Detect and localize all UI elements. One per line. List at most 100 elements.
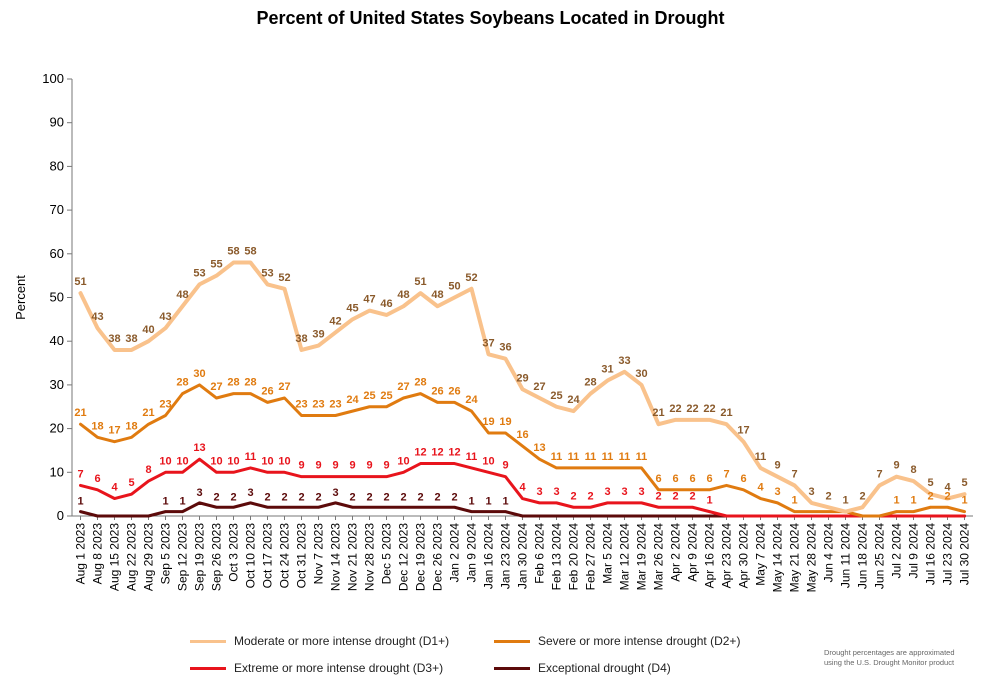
data-label-s4: 1 xyxy=(77,496,83,508)
data-label-s1: 52 xyxy=(278,272,290,284)
data-label-s1: 2 xyxy=(825,490,831,502)
data-label-s1: 9 xyxy=(893,460,899,472)
x-tick-label: Jul 2 2024 xyxy=(890,523,904,579)
data-label-s4: 2 xyxy=(383,491,389,503)
data-label-s4: 2 xyxy=(230,491,236,503)
data-label-s3: 4 xyxy=(519,482,526,494)
x-tick-label: May 21 2024 xyxy=(788,523,802,593)
x-tick-label: Apr 2 2024 xyxy=(669,523,683,582)
legend-item-d1: Moderate or more intense drought (D1+) xyxy=(190,634,449,648)
data-label-s1: 52 xyxy=(465,272,477,284)
x-tick-label: Aug 8 2023 xyxy=(91,523,105,585)
data-label-s2: 19 xyxy=(482,416,494,428)
data-label-s3: 10 xyxy=(210,455,222,467)
data-label-s3: 9 xyxy=(298,460,304,472)
x-tick-label: Oct 24 2023 xyxy=(278,523,292,589)
data-label-s1: 4 xyxy=(944,482,951,494)
data-label-s2: 28 xyxy=(244,377,256,389)
data-label-s1: 9 xyxy=(774,460,780,472)
data-label-s3: 11 xyxy=(245,451,257,463)
x-tick-label: Aug 15 2023 xyxy=(108,523,122,591)
data-label-s1: 28 xyxy=(584,377,596,389)
data-label-s4: 2 xyxy=(417,491,423,503)
data-label-s2: 1 xyxy=(893,495,899,507)
data-label-s4: 2 xyxy=(349,491,355,503)
data-label-s1: 17 xyxy=(737,425,749,437)
x-tick-label: Apr 9 2024 xyxy=(686,523,700,582)
data-label-s3: 10 xyxy=(159,455,171,467)
data-label-s1: 1 xyxy=(842,495,848,507)
data-label-s4: 2 xyxy=(264,491,270,503)
x-tick-label: Apr 23 2024 xyxy=(720,523,734,589)
data-label-s4: 2 xyxy=(366,491,372,503)
data-label-s3: 9 xyxy=(349,460,355,472)
x-tick-label: Mar 12 2024 xyxy=(618,523,632,591)
y-tick-label: 70 xyxy=(50,202,64,217)
x-tick-label: Jan 30 2024 xyxy=(516,523,530,589)
x-tick-label: Mar 26 2024 xyxy=(652,523,666,591)
data-label-s4: 2 xyxy=(298,491,304,503)
data-label-s1: 5 xyxy=(927,477,933,489)
x-tick-label: Mar 5 2024 xyxy=(601,523,615,584)
x-tick-label: Sep 26 2023 xyxy=(210,523,224,591)
legend-item-d3: Extreme or more intense drought (D3+) xyxy=(190,661,443,675)
data-label-s2: 27 xyxy=(397,381,409,393)
data-label-s2: 6 xyxy=(740,473,746,485)
data-label-s3: 9 xyxy=(383,460,389,472)
data-label-s1: 46 xyxy=(380,298,392,310)
data-label-s3: 1 xyxy=(706,495,712,507)
data-label-s2: 1 xyxy=(791,495,797,507)
x-tick-label: Sep 5 2023 xyxy=(159,523,173,585)
x-tick-label: Jul 23 2024 xyxy=(941,523,955,585)
series-line-1 xyxy=(78,260,967,514)
data-label-s3: 10 xyxy=(176,455,188,467)
data-label-s2: 24 xyxy=(465,394,478,406)
data-label-s4: 3 xyxy=(247,487,253,499)
data-label-s1: 38 xyxy=(295,333,307,345)
data-label-s3: 2 xyxy=(570,490,576,502)
x-tick-label: Jul 9 2024 xyxy=(907,523,921,579)
data-label-s3: 12 xyxy=(431,447,443,459)
data-label-s2: 28 xyxy=(414,377,426,389)
data-label-s3: 5 xyxy=(128,477,134,489)
data-label-s1: 45 xyxy=(346,302,358,314)
data-label-s3: 4 xyxy=(111,482,118,494)
data-label-s3: 3 xyxy=(638,486,644,498)
x-tick-label: Jan 23 2024 xyxy=(499,523,513,589)
data-label-s2: 13 xyxy=(533,442,545,454)
data-label-s1: 48 xyxy=(176,289,188,301)
x-tick-label: Jul 16 2024 xyxy=(924,523,938,585)
data-label-s2: 11 xyxy=(619,451,631,463)
y-tick-label: 50 xyxy=(50,290,64,305)
data-label-s2: 7 xyxy=(723,468,729,480)
x-tick-label: Sep 19 2023 xyxy=(193,523,207,591)
x-tick-label: Jul 30 2024 xyxy=(958,523,972,585)
data-label-s2: 11 xyxy=(602,451,614,463)
x-tick-label: Dec 19 2023 xyxy=(414,523,428,591)
data-label-s3: 13 xyxy=(193,442,205,454)
x-tick-label: Jun 4 2024 xyxy=(822,523,836,583)
data-label-s1: 48 xyxy=(431,289,443,301)
legend-label-d3: Extreme or more intense drought (D3+) xyxy=(234,661,444,675)
data-label-s3: 10 xyxy=(397,455,409,467)
data-label-s2: 6 xyxy=(655,473,661,485)
data-label-s2: 25 xyxy=(363,390,375,402)
data-label-s3: 2 xyxy=(587,490,593,502)
data-label-s2: 23 xyxy=(312,398,324,410)
x-tick-label: Jun 18 2024 xyxy=(856,523,870,589)
x-tick-label: Jun 11 2024 xyxy=(839,523,853,588)
data-label-s2: 21 xyxy=(74,407,86,419)
data-label-s3: 12 xyxy=(448,447,460,459)
data-label-s1: 53 xyxy=(261,267,273,279)
x-tick-label: Oct 10 2023 xyxy=(244,523,258,589)
data-label-s3: 6 xyxy=(94,473,100,485)
x-tick-label: Dec 5 2023 xyxy=(380,523,394,585)
data-label-s1: 27 xyxy=(533,381,545,393)
data-label-s2: 23 xyxy=(159,398,171,410)
data-label-s2: 6 xyxy=(706,473,712,485)
data-label-s1: 58 xyxy=(244,246,256,258)
x-tick-label: Jan 16 2024 xyxy=(482,523,496,589)
x-tick-label: Nov 14 2023 xyxy=(329,523,343,591)
data-label-s4: 1 xyxy=(179,496,185,508)
data-label-s1: 11 xyxy=(755,451,767,463)
